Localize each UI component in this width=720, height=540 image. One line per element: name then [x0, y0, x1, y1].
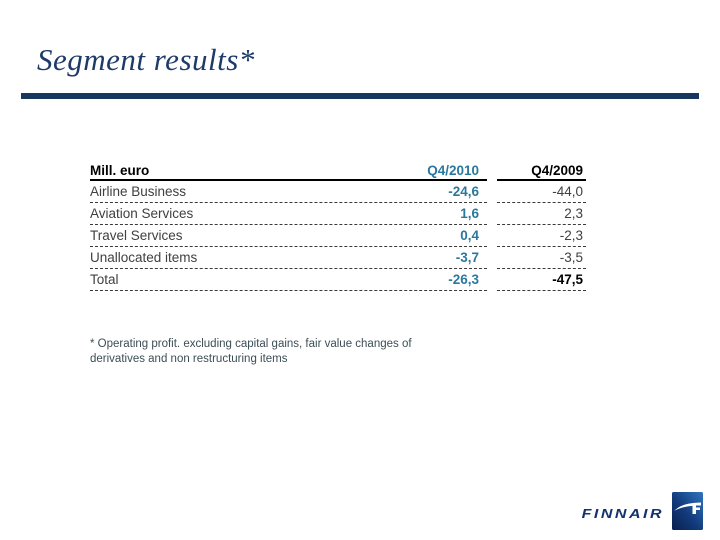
finnair-emblem-icon [672, 492, 703, 530]
row-value-q4-2009: -47,5 [497, 269, 586, 291]
page-title: Segment results* [37, 42, 255, 77]
row-value-q4-2010: -26,3 [448, 272, 479, 287]
table-row-airline-business: Airline Business -24,6 -44,0 [90, 181, 586, 203]
row-value-q4-2010: -3,7 [455, 250, 479, 265]
row-value-q4-2010: 0,4 [460, 228, 479, 243]
segment-results-table: Mill. euro Q4/2010 Q4/2009 Airline Busin… [90, 160, 586, 291]
column-header-q4-2010: Q4/2010 [427, 163, 479, 178]
table-row-unallocated-items: Unallocated items -3,7 -3,5 [90, 247, 586, 269]
row-label: Airline Business [90, 184, 187, 199]
footnote-line-1: * Operating profit. excluding capital ga… [90, 338, 412, 350]
column-header-mill-euro: Mill. euro [90, 163, 150, 178]
row-label: Unallocated items [90, 250, 198, 265]
finnair-logo: FINNAIR [582, 492, 703, 530]
header-group-left: Mill. euro Q4/2010 [90, 160, 487, 181]
footnote: * Operating profit. excluding capital ga… [90, 337, 412, 367]
table-row-travel-services: Travel Services 0,4 -2,3 [90, 225, 586, 247]
table-row-aviation-services: Aviation Services 1,6 2,3 [90, 203, 586, 225]
row-label: Aviation Services [90, 206, 194, 221]
row-value-q4-2009: 2,3 [497, 203, 586, 225]
table-row-total: Total -26,3 -47,5 [90, 269, 586, 291]
finnair-wordmark: FINNAIR [581, 507, 664, 522]
row-value-q4-2010: 1,6 [460, 206, 479, 221]
row-value-q4-2009: -2,3 [497, 225, 586, 247]
row-value-q4-2009: -44,0 [497, 181, 586, 203]
row-value-q4-2009: -3,5 [497, 247, 586, 269]
table-header-row: Mill. euro Q4/2010 Q4/2009 [90, 160, 586, 181]
row-label: Total [90, 272, 119, 287]
row-value-q4-2010: -24,6 [448, 184, 479, 199]
title-rule [21, 93, 699, 99]
footnote-line-2: derivatives and non restructuring items [90, 353, 288, 365]
row-label: Travel Services [90, 228, 183, 243]
column-header-q4-2009: Q4/2009 [497, 160, 586, 181]
